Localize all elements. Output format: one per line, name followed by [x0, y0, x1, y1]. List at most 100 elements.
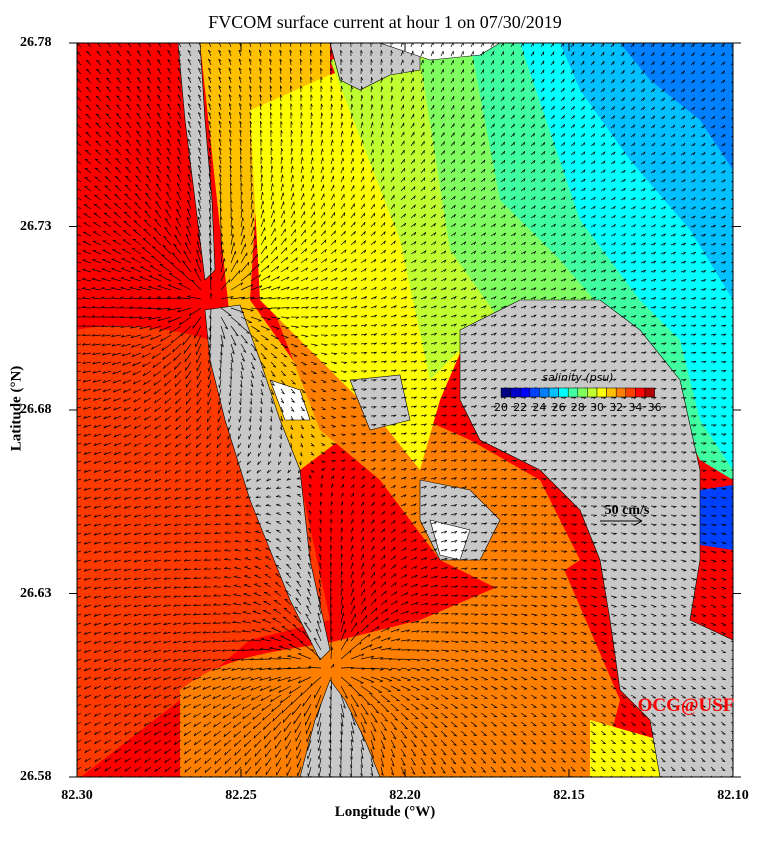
current-arrow	[360, 424, 367, 427]
current-arrow	[330, 267, 338, 273]
current-arrow	[320, 352, 328, 356]
current-arrow	[681, 451, 687, 454]
current-arrow	[600, 43, 605, 48]
current-arrow	[361, 406, 367, 409]
current-arrow	[641, 469, 647, 472]
current-arrow	[142, 361, 152, 368]
current-arrow	[350, 406, 357, 410]
current-arrow	[144, 478, 152, 483]
current-arrow	[229, 182, 233, 192]
current-arrow	[490, 468, 497, 472]
current-arrow	[156, 296, 172, 300]
current-arrow	[175, 424, 182, 431]
current-arrow	[470, 323, 477, 327]
current-arrow	[250, 253, 259, 264]
current-arrow	[710, 613, 717, 617]
current-arrow	[490, 423, 497, 427]
current-arrow	[420, 575, 428, 579]
current-arrow	[113, 397, 122, 402]
current-arrow	[144, 210, 152, 219]
current-arrow	[390, 342, 397, 345]
current-arrow	[620, 88, 625, 93]
current-arrow	[490, 196, 496, 201]
current-arrow	[350, 518, 354, 525]
current-arrow	[570, 69, 575, 75]
current-arrow	[250, 316, 262, 322]
current-arrow	[183, 558, 192, 562]
current-arrow	[710, 297, 717, 301]
current-arrow	[360, 458, 366, 462]
current-arrow	[280, 397, 285, 404]
current-arrow	[550, 523, 558, 526]
current-arrow	[310, 148, 314, 156]
current-arrow	[380, 95, 384, 102]
current-arrow	[208, 208, 212, 219]
current-arrow	[500, 223, 506, 228]
current-arrow	[310, 388, 317, 393]
current-arrow	[670, 142, 676, 147]
current-arrow	[156, 112, 162, 120]
current-arrow	[420, 476, 427, 480]
current-arrow	[590, 323, 597, 327]
current-arrow	[500, 513, 508, 517]
current-arrow	[650, 415, 657, 418]
current-arrow	[133, 586, 142, 590]
current-arrow	[660, 79, 665, 84]
current-arrow	[350, 315, 358, 318]
current-arrow	[720, 360, 727, 364]
current-arrow	[730, 180, 733, 183]
current-arrow	[146, 85, 152, 93]
current-arrow	[690, 568, 697, 572]
current-arrow	[77, 532, 82, 535]
current-arrow	[400, 68, 404, 75]
current-arrow	[360, 85, 364, 93]
current-arrow	[185, 433, 192, 440]
current-arrow	[610, 622, 617, 626]
current-arrow	[208, 138, 212, 147]
current-arrow	[480, 396, 487, 400]
current-arrow	[152, 237, 162, 246]
current-arrow	[580, 451, 587, 454]
current-arrow	[650, 514, 657, 518]
current-arrow	[570, 323, 577, 327]
current-arrow	[163, 631, 172, 635]
current-arrow	[350, 286, 358, 291]
current-arrow	[81, 333, 92, 337]
current-arrow	[550, 496, 557, 499]
current-arrow	[570, 532, 577, 535]
current-arrow	[235, 478, 242, 483]
current-arrow	[710, 70, 715, 75]
current-arrow	[530, 123, 535, 129]
current-arrow	[274, 591, 282, 597]
current-arrow	[590, 442, 597, 445]
current-arrow	[440, 213, 446, 219]
current-arrow	[280, 325, 290, 329]
current-arrow	[540, 514, 548, 517]
current-arrow	[84, 176, 92, 183]
current-arrow	[600, 87, 605, 93]
current-arrow	[570, 432, 577, 436]
current-arrow	[290, 415, 294, 421]
current-arrow	[320, 406, 326, 410]
current-arrow	[630, 88, 635, 93]
current-arrow	[234, 557, 242, 561]
current-arrow	[420, 195, 426, 201]
current-arrow	[620, 442, 627, 445]
current-arrow	[460, 531, 468, 534]
current-arrow	[350, 467, 356, 471]
current-arrow	[570, 487, 577, 490]
current-arrow	[470, 359, 477, 363]
current-arrow	[83, 451, 92, 455]
current-arrow	[259, 85, 263, 93]
current-arrow	[260, 200, 265, 210]
current-arrow	[600, 233, 606, 237]
current-arrow	[520, 223, 526, 228]
current-arrow	[122, 230, 132, 237]
current-arrow	[610, 296, 617, 300]
current-arrow	[380, 185, 385, 192]
current-arrow	[177, 121, 182, 129]
current-arrow	[430, 104, 435, 111]
current-arrow	[340, 277, 348, 282]
current-arrow	[490, 187, 496, 192]
current-arrow	[520, 187, 526, 192]
